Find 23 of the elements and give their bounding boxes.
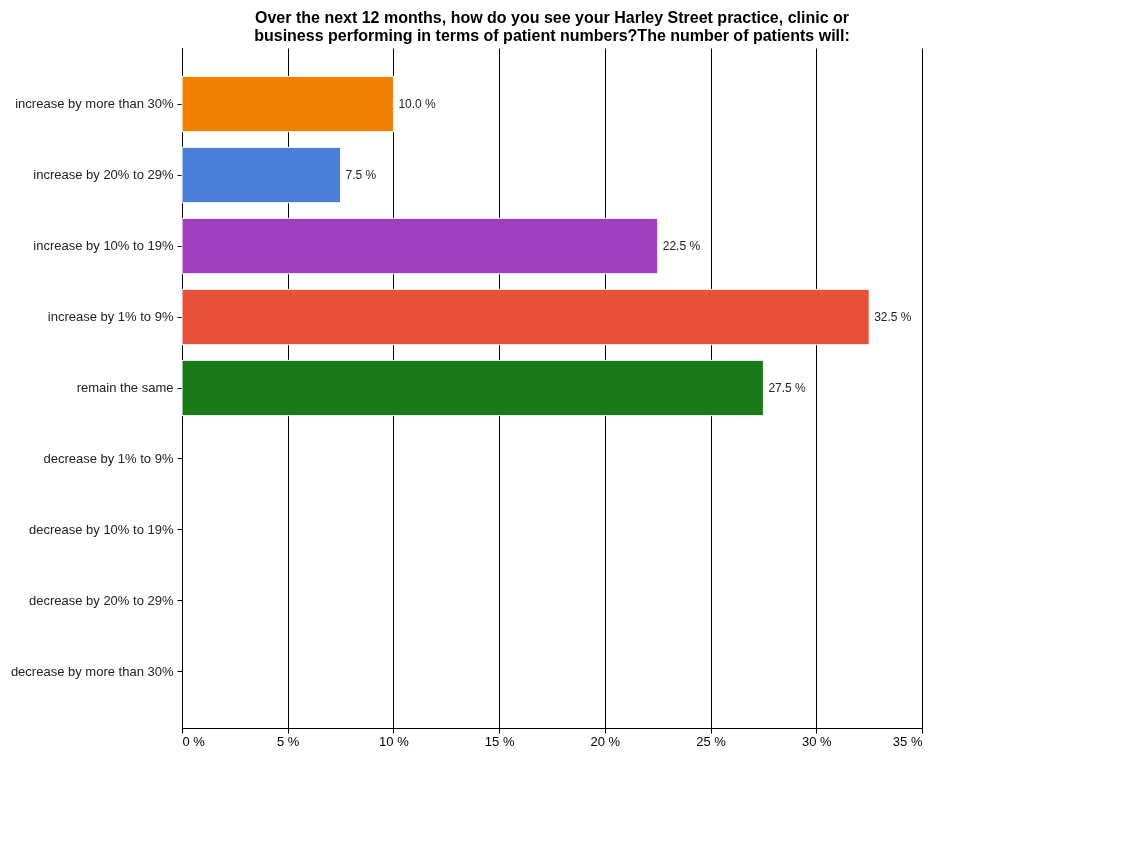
y-tick-label: increase by 1% to 9% [47, 309, 174, 325]
y-tick-label: increase by 20% to 29% [33, 167, 174, 183]
data-label: 22.5 % [662, 239, 701, 254]
x-tick-label: 15 % [484, 733, 515, 749]
y-tick-label: decrease by more than 30% [10, 663, 174, 679]
x-tick-label: 30 % [801, 733, 833, 749]
data-label: 27.5 % [768, 381, 807, 395]
y-tick-label: decrease by 10% to 19% [28, 521, 174, 537]
data-label: 7.5 % [345, 168, 377, 183]
y-tick-label: decrease by 1% to 9% [43, 450, 174, 466]
y-tick-label: remain the same [76, 380, 174, 395]
x-tick-label: 10 % [379, 733, 410, 749]
y-tick-label: increase by more than 30% [15, 96, 174, 112]
y-tick-label: increase by 10% to 19% [33, 238, 174, 254]
x-tick-label: 35 % [892, 733, 923, 749]
data-label: 32.5 % [874, 310, 912, 325]
y-tick-label: decrease by 20% to 29% [28, 592, 174, 608]
x-tick-label: 20 % [590, 733, 621, 749]
chart-title: Over the next 12 months, how do you see your Harley Street practice, clinic or business performing in terms of patient numbers?The number of patients will: [254, 9, 850, 44]
x-tick-label: 25 % [696, 733, 727, 749]
x-tick-label: 0 % [182, 733, 206, 749]
x-tick-label: 5 % [277, 733, 300, 749]
data-label: 10.0 % [398, 97, 437, 112]
